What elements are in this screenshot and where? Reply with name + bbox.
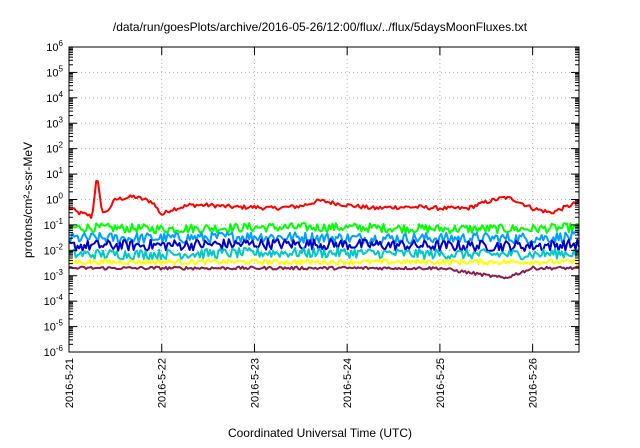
x-tick-label: 2016-5-22 [157,358,169,408]
series-line-6 [68,265,580,280]
y-tick-label: 106 [46,39,63,54]
series-line-1 [68,222,580,235]
chart-title: /data/run/goesPlots/archive/2016-05-26/1… [112,20,528,34]
series-line-3 [68,238,580,253]
y-tick-label: 102 [46,141,63,156]
series-line-4 [68,246,580,261]
y-tick-label: 10-1 [44,217,64,232]
y-tick-label: 104 [46,90,63,105]
y-tick-label: 101 [46,166,63,181]
x-tick-label: 2016-5-23 [249,358,261,408]
series-line-2 [68,230,580,245]
y-tick-label: 103 [46,115,63,130]
x-tick-label: 2016-5-26 [528,358,540,408]
y-tick-label: 100 [46,192,63,207]
y-tick-label: 10-6 [44,344,64,359]
y-tick-label: 10-5 [44,319,64,334]
x-axis-label: Coordinated Universal Time (UTC) [227,426,413,440]
x-tick-label: 2016-5-21 [64,358,76,408]
series-line-5 [68,258,580,266]
y-tick-label: 10-2 [44,242,64,257]
series-line-0 [68,180,580,219]
y-tick-label: 105 [46,64,63,79]
y-tick-label: 10-4 [44,293,64,308]
x-tick-label: 2016-5-24 [342,358,354,408]
y-tick-label: 10-3 [44,268,64,283]
x-tick-label: 2016-5-25 [435,358,447,408]
